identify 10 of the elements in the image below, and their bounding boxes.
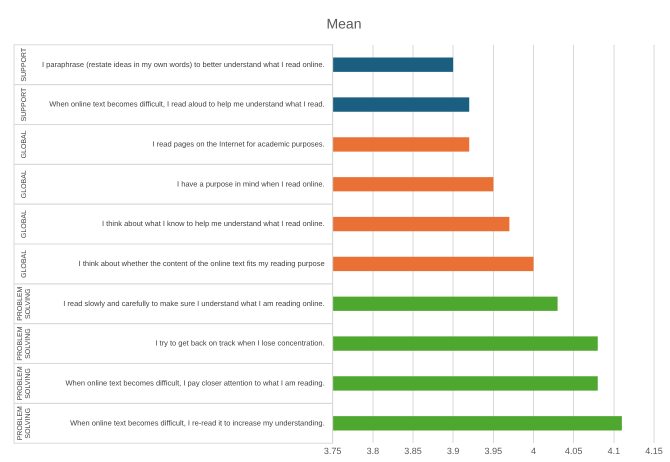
x-tick-label: 4.05 (564, 446, 582, 456)
chart-title: Mean (326, 15, 362, 32)
x-tick-label: 3.9 (446, 446, 460, 456)
x-tick-label: 3.85 (404, 446, 422, 456)
x-tick-label: 4 (530, 446, 536, 456)
x-tick-label: 3.95 (484, 446, 502, 456)
x-tick-label: 3.75 (324, 446, 342, 456)
x-tick-label: 4.15 (645, 446, 663, 456)
x-tick-label: 3.8 (366, 446, 380, 456)
x-tick-label: 4.1 (608, 446, 620, 456)
